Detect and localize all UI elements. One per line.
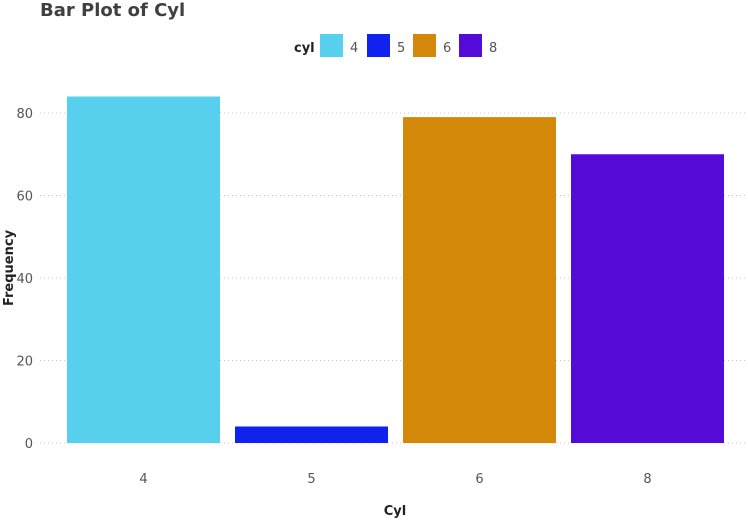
y-tick-label: 20 (16, 355, 33, 370)
x-tick-label: 4 (139, 472, 147, 487)
legend-title: cyl (294, 41, 315, 56)
legend: cyl 4 5 6 8 (294, 34, 497, 57)
y-tick-label: 40 (16, 272, 33, 287)
x-tick-label: 8 (643, 472, 651, 487)
bar-8 (571, 154, 724, 443)
y-axis-label: Frequency (2, 229, 17, 306)
y-tick-label: 0 (25, 437, 33, 452)
legend-label: 5 (397, 41, 405, 56)
x-axis-label: Cyl (384, 504, 406, 519)
bars (67, 96, 724, 443)
y-tick-label: 80 (16, 107, 33, 122)
legend-swatch-5 (367, 34, 390, 57)
bar-5 (235, 426, 388, 443)
y-tick-label: 60 (16, 190, 33, 205)
legend-swatch-6 (413, 34, 436, 57)
bar-6 (403, 117, 556, 443)
y-axis-ticks: 0 20 40 60 80 (16, 107, 33, 452)
legend-label: 4 (350, 41, 358, 56)
legend-label: 8 (489, 41, 497, 56)
legend-label: 6 (443, 41, 451, 56)
x-axis-ticks: 4 5 6 8 (139, 472, 651, 487)
x-tick-label: 5 (307, 472, 315, 487)
legend-swatch-4 (320, 34, 343, 57)
legend-swatch-8 (459, 34, 482, 57)
bar-4 (67, 96, 220, 443)
chart-title: Bar Plot of Cyl (40, 0, 186, 21)
x-tick-label: 6 (475, 472, 483, 487)
